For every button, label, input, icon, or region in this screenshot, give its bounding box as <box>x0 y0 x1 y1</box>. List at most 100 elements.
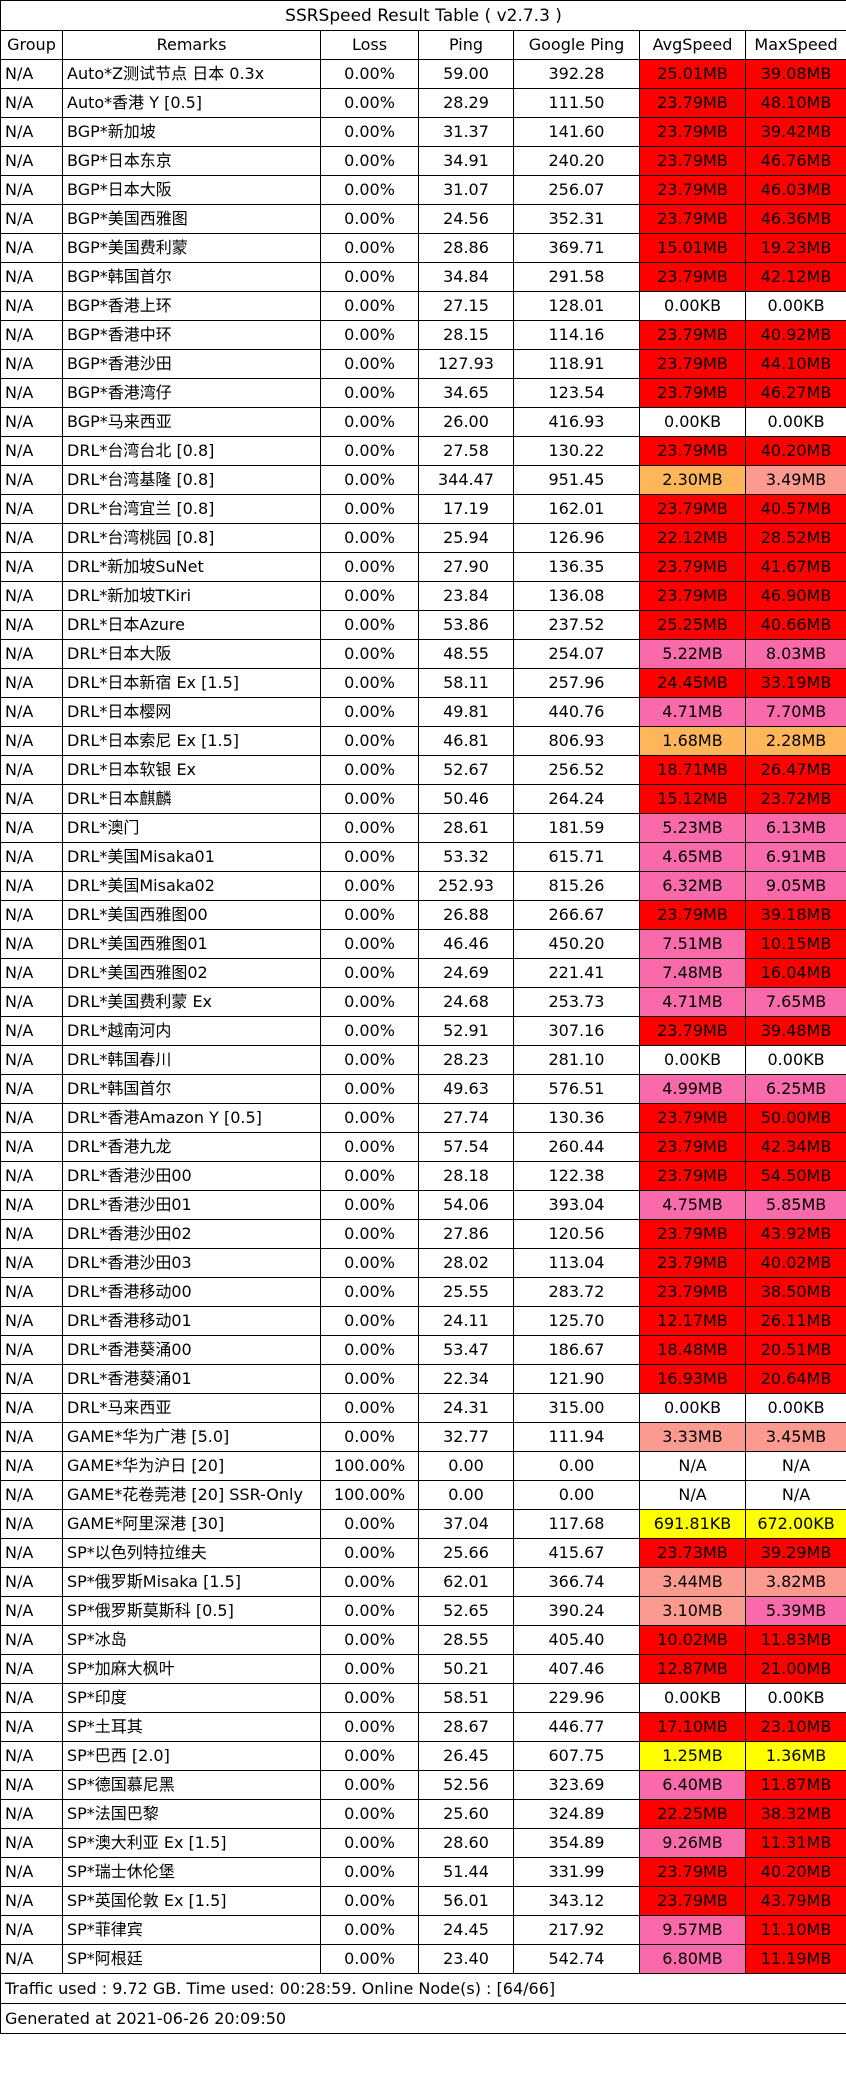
cell-remarks: DRL*美国西雅图02 <box>62 958 321 988</box>
cell-loss: 0.00% <box>320 407 419 437</box>
cell-avg-speed: 1.25MB <box>639 1741 746 1771</box>
cell-max-speed: 50.00MB <box>744 1103 846 1133</box>
cell-ping: 26.00 <box>418 407 514 437</box>
cell-google-ping: 392.28 <box>513 59 640 89</box>
cell-ping: 27.86 <box>418 1219 514 1249</box>
cell-ping: 52.91 <box>418 1016 514 1046</box>
table-row: N/A DRL*日本软银 Ex 0.00% 52.67 256.52 18.71MB 26.… <box>0 755 846 785</box>
cell-remarks: Auto*香港 Y [0.5] <box>62 88 321 118</box>
cell-loss: 0.00% <box>320 871 419 901</box>
cell-avg-speed: 23.79MB <box>639 1886 746 1916</box>
cell-loss: 100.00% <box>320 1451 419 1481</box>
cell-remarks: GAME*阿里深港 [30] <box>62 1509 321 1539</box>
cell-remarks: DRL*香港Amazon Y [0.5] <box>62 1103 321 1133</box>
cell-loss: 0.00% <box>320 59 419 89</box>
cell-max-speed: 11.83MB <box>744 1625 846 1655</box>
cell-loss: 0.00% <box>320 1741 419 1771</box>
cell-max-speed: 26.47MB <box>744 755 846 785</box>
cell-group: N/A <box>0 494 63 524</box>
cell-group: N/A <box>0 1509 63 1539</box>
cell-group: N/A <box>0 88 63 118</box>
cell-loss: 0.00% <box>320 262 419 292</box>
cell-remarks: SP*英国伦敦 Ex [1.5] <box>62 1886 321 1916</box>
cell-google-ping: 254.07 <box>513 639 640 669</box>
cell-google-ping: 416.93 <box>513 407 640 437</box>
cell-ping: 46.46 <box>418 929 514 959</box>
table-row: N/A SP*冰岛 0.00% 28.55 405.40 10.02MB 11.83MB <box>0 1625 846 1655</box>
cell-loss: 0.00% <box>320 1277 419 1307</box>
cell-max-speed: 11.10MB <box>744 1915 846 1945</box>
cell-avg-speed: 6.32MB <box>639 871 746 901</box>
cell-group: N/A <box>0 523 63 553</box>
cell-google-ping: 256.52 <box>513 755 640 785</box>
table-row: N/A SP*巴西 [2.0] 0.00% 26.45 607.75 1.25MB 1.36… <box>0 1741 846 1771</box>
cell-group: N/A <box>0 755 63 785</box>
cell-group: N/A <box>0 581 63 611</box>
cell-max-speed: 6.13MB <box>744 813 846 843</box>
cell-remarks: BGP*香港湾仔 <box>62 378 321 408</box>
cell-loss: 0.00% <box>320 494 419 524</box>
table-row: N/A SP*法国巴黎 0.00% 25.60 324.89 22.25MB 38.32MB <box>0 1799 846 1829</box>
cell-group: N/A <box>0 262 63 292</box>
cell-ping: 127.93 <box>418 349 514 379</box>
cell-remarks: DRL*美国西雅图00 <box>62 900 321 930</box>
cell-google-ping: 128.01 <box>513 291 640 321</box>
cell-avg-speed: 15.12MB <box>639 784 746 814</box>
table-row: N/A BGP*新加坡 0.00% 31.37 141.60 23.79MB 39.42MB <box>0 117 846 147</box>
cell-google-ping: 264.24 <box>513 784 640 814</box>
cell-ping: 34.84 <box>418 262 514 292</box>
cell-avg-speed: 691.81KB <box>639 1509 746 1539</box>
cell-max-speed: 6.91MB <box>744 842 846 872</box>
cell-max-speed: 48.10MB <box>744 88 846 118</box>
header-avg-speed: AvgSpeed <box>639 30 746 60</box>
table-row: N/A GAME*华为沪日 [20] 100.00% 0.00 0.00 N/A N/A <box>0 1451 846 1481</box>
cell-avg-speed: 23.79MB <box>639 1132 746 1162</box>
cell-google-ping: 281.10 <box>513 1045 640 1075</box>
table-row: N/A SP*俄罗斯莫斯科 [0.5] 0.00% 52.65 390.24 3.10MB… <box>0 1596 846 1626</box>
table-row: N/A DRL*香港移动00 0.00% 25.55 283.72 23.79MB 38.5… <box>0 1277 846 1307</box>
cell-ping: 49.63 <box>418 1074 514 1104</box>
cell-group: N/A <box>0 726 63 756</box>
cell-remarks: BGP*香港上环 <box>62 291 321 321</box>
cell-remarks: DRL*日本樱网 <box>62 697 321 727</box>
cell-ping: 31.07 <box>418 175 514 205</box>
cell-remarks: DRL*香港沙田03 <box>62 1248 321 1278</box>
table-row: N/A SP*瑞士休伦堡 0.00% 51.44 331.99 23.79MB 40.20M… <box>0 1857 846 1887</box>
cell-group: N/A <box>0 175 63 205</box>
cell-max-speed: 20.64MB <box>744 1364 846 1394</box>
cell-google-ping: 951.45 <box>513 465 640 495</box>
cell-remarks: DRL*澳门 <box>62 813 321 843</box>
cell-group: N/A <box>0 1538 63 1568</box>
cell-max-speed: 3.49MB <box>744 465 846 495</box>
cell-loss: 0.00% <box>320 581 419 611</box>
cell-group: N/A <box>0 1944 63 1974</box>
table-row: N/A DRL*美国费利蒙 Ex 0.00% 24.68 253.73 4.71MB 7.6… <box>0 987 846 1017</box>
cell-loss: 0.00% <box>320 1335 419 1365</box>
table-row: N/A DRL*香港沙田03 0.00% 28.02 113.04 23.79MB 40.0… <box>0 1248 846 1278</box>
cell-ping: 50.21 <box>418 1654 514 1684</box>
cell-group: N/A <box>0 1596 63 1626</box>
cell-group: N/A <box>0 1103 63 1133</box>
table-row: N/A SP*英国伦敦 Ex [1.5] 0.00% 56.01 343.12 23.79… <box>0 1886 846 1916</box>
table-row: N/A GAME*花卷莞港 [20] SSR-Only 100.00% 0.00 0.0… <box>0 1480 846 1510</box>
table-row: N/A GAME*华为广港 [5.0] 0.00% 32.77 111.94 3.33MB… <box>0 1422 846 1452</box>
cell-remarks: SP*加麻大枫叶 <box>62 1654 321 1684</box>
cell-remarks: SP*法国巴黎 <box>62 1799 321 1829</box>
table-row: N/A DRL*美国西雅图02 0.00% 24.69 221.41 7.48MB 16.0… <box>0 958 846 988</box>
header-ping: Ping <box>418 30 514 60</box>
cell-loss: 0.00% <box>320 378 419 408</box>
cell-google-ping: 136.08 <box>513 581 640 611</box>
cell-max-speed: 19.23MB <box>744 233 846 263</box>
cell-google-ping: 806.93 <box>513 726 640 756</box>
cell-ping: 53.86 <box>418 610 514 640</box>
table-row: N/A DRL*澳门 0.00% 28.61 181.59 5.23MB 6.13MB <box>0 813 846 843</box>
table-row: N/A SP*阿根廷 0.00% 23.40 542.74 6.80MB 11.19MB <box>0 1944 846 1974</box>
cell-avg-speed: 12.17MB <box>639 1306 746 1336</box>
table-row: N/A DRL*香港葵涌00 0.00% 53.47 186.67 18.48MB 20.5… <box>0 1335 846 1365</box>
cell-avg-speed: 18.71MB <box>639 755 746 785</box>
cell-avg-speed: 23.79MB <box>639 378 746 408</box>
cell-max-speed: 46.03MB <box>744 175 846 205</box>
cell-group: N/A <box>0 1857 63 1887</box>
cell-loss: 0.00% <box>320 1625 419 1655</box>
cell-remarks: SP*印度 <box>62 1683 321 1713</box>
